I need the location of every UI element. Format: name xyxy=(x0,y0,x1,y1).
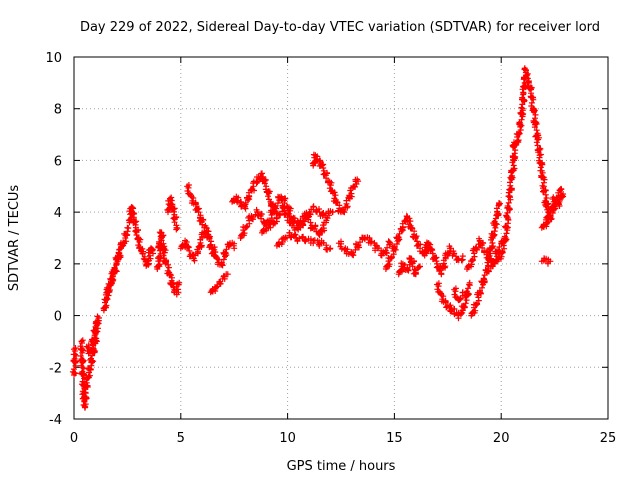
plot-frame xyxy=(73,56,609,420)
point-markers xyxy=(543,191,567,223)
y-tick-label: -2 xyxy=(49,361,62,376)
point-markers xyxy=(164,194,181,233)
series-arc-13 xyxy=(229,170,278,216)
series-arc-02 xyxy=(77,313,102,411)
point-markers xyxy=(309,151,362,216)
point-markers xyxy=(335,234,394,259)
point-markers xyxy=(125,204,156,269)
series-arc-03 xyxy=(83,317,101,357)
series-arc-07 xyxy=(153,229,183,298)
series-arc-27 xyxy=(512,65,552,216)
point-markers xyxy=(451,285,466,304)
x-tick-label: 0 xyxy=(70,431,78,446)
point-markers xyxy=(421,239,466,278)
grid-lines xyxy=(74,57,608,419)
y-tick-label: -4 xyxy=(49,413,62,428)
series-arc-25 xyxy=(468,200,503,319)
data-points xyxy=(69,65,567,411)
y-tick-label: 0 xyxy=(54,310,62,325)
series-arc-30 xyxy=(538,255,554,267)
series-arc-26 xyxy=(493,139,519,265)
point-markers xyxy=(177,222,219,264)
series-arc-16 xyxy=(273,229,334,253)
series-arc-21 xyxy=(421,239,466,278)
point-markers xyxy=(259,193,336,236)
point-markers xyxy=(434,279,473,322)
y-axis-title: SDTVAR / TECUs xyxy=(7,185,22,292)
point-markers xyxy=(207,271,231,296)
series-arc-08 xyxy=(164,194,181,233)
point-markers xyxy=(184,182,208,231)
series-arc-12 xyxy=(207,271,231,296)
series-arc-06 xyxy=(125,204,156,269)
series-arc-15 xyxy=(259,193,336,236)
series-arc-18 xyxy=(335,234,394,259)
series-arc-29 xyxy=(543,191,567,223)
y-tick-label: 4 xyxy=(54,206,62,221)
series-arc-20 xyxy=(395,255,423,278)
y-tick-label: 6 xyxy=(54,154,62,169)
series-arc-10 xyxy=(184,182,208,231)
point-markers xyxy=(273,229,334,253)
y-tick-labels: -4 -2 0 2 4 6 8 10 xyxy=(45,51,62,428)
series-arc-17 xyxy=(309,151,362,216)
x-tick-label: 25 xyxy=(600,431,617,446)
x-axis-title: GPS time / hours xyxy=(287,459,396,474)
chart-title: Day 229 of 2022, Sidereal Day-to-day VTE… xyxy=(80,20,600,35)
point-markers xyxy=(395,255,423,278)
x-tick-label: 5 xyxy=(177,431,185,446)
axis-ticks xyxy=(73,56,609,420)
point-markers xyxy=(77,313,102,411)
series-arc-01 xyxy=(69,345,80,378)
y-tick-label: 10 xyxy=(45,51,62,66)
point-markers xyxy=(69,345,80,378)
point-markers xyxy=(83,317,101,357)
series-arc-09 xyxy=(177,222,219,264)
point-markers xyxy=(512,65,552,216)
point-markers xyxy=(538,255,554,267)
point-markers xyxy=(468,200,503,319)
series-arc-05 xyxy=(103,240,127,298)
x-tick-labels: 0 5 10 15 20 25 xyxy=(70,431,616,446)
series-arc-11 xyxy=(209,239,238,269)
x-tick-label: 15 xyxy=(386,431,403,446)
point-markers xyxy=(153,229,183,298)
series-arc-23 xyxy=(451,285,466,304)
point-markers xyxy=(209,239,238,269)
point-markers xyxy=(103,240,127,298)
x-tick-label: 20 xyxy=(493,431,510,446)
y-tick-label: 2 xyxy=(54,258,62,273)
x-tick-label: 10 xyxy=(279,431,296,446)
point-markers xyxy=(493,139,519,265)
series-arc-22 xyxy=(434,279,473,322)
point-markers xyxy=(229,170,278,216)
y-tick-label: 8 xyxy=(54,103,62,118)
